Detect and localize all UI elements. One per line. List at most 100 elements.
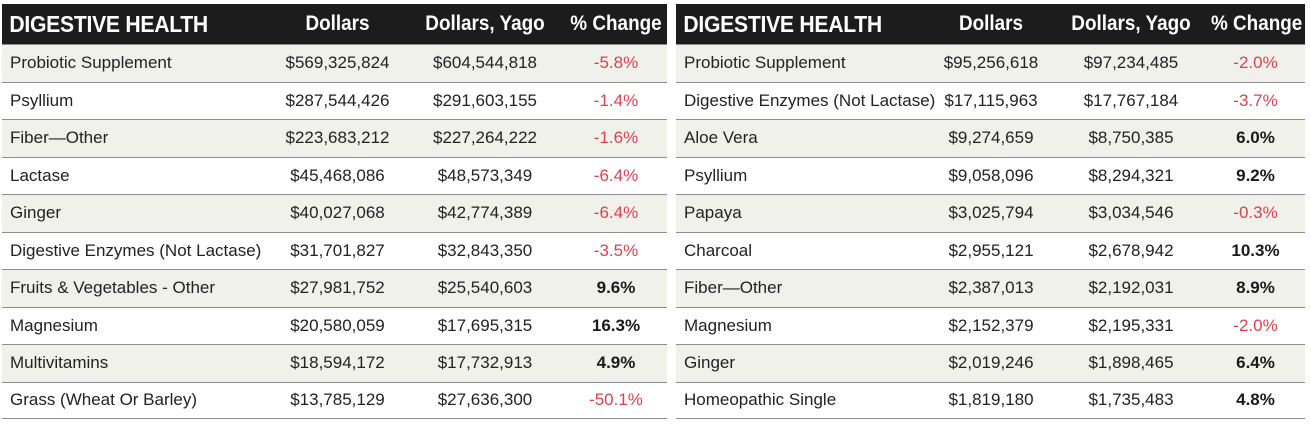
category-cell: Ginger bbox=[10, 203, 62, 223]
table-row: Magnesium $20,580,059 $17,695,315 16.3% bbox=[2, 306, 667, 344]
dollars-yago-cell: $97,234,485 bbox=[1083, 53, 1179, 73]
dollars-yago-cell: $2,192,031 bbox=[1088, 278, 1174, 298]
category-cell: Digestive Enzymes (Not Lactase) bbox=[684, 90, 936, 110]
dollars-yago-cell: $291,603,155 bbox=[433, 90, 537, 110]
dollars-cell: $27,981,752 bbox=[290, 278, 385, 298]
pct-change-cell: 9.2% bbox=[1236, 165, 1275, 185]
pct-change-cell: -5.8% bbox=[593, 53, 639, 73]
dollars-yago-cell: $1,898,465 bbox=[1088, 353, 1174, 373]
dollars-cell: $287,544,426 bbox=[285, 90, 390, 110]
dollars-cell: $569,325,824 bbox=[285, 53, 390, 73]
table-body: Probiotic Supplement $95,256,618 $97,234,4… bbox=[676, 44, 1305, 419]
dollars-cell: $13,785,129 bbox=[290, 390, 385, 410]
pct-change-cell: 16.3% bbox=[591, 315, 641, 335]
table-row: Psyllium $9,058,096 $8,294,321 9.2% bbox=[676, 156, 1305, 194]
dollars-yago-cell: $1,735,483 bbox=[1088, 390, 1174, 410]
dollars-yago-cell: $8,750,385 bbox=[1088, 128, 1174, 148]
pct-change-cell: 6.4% bbox=[1236, 353, 1275, 373]
pct-change-cell: 10.3% bbox=[1231, 240, 1280, 260]
pct-change-cell: 4.9% bbox=[596, 353, 636, 373]
dollars-cell: $20,580,059 bbox=[290, 315, 385, 335]
category-cell: Grass (Wheat Or Barley) bbox=[10, 390, 198, 410]
dollars-yago-cell: $3,034,546 bbox=[1088, 203, 1174, 223]
dollars-yago-cell: $2,678,942 bbox=[1088, 240, 1174, 260]
dollars-yago-cell: $227,264,222 bbox=[433, 128, 537, 148]
dollars-cell: $2,019,246 bbox=[948, 353, 1034, 373]
category-cell: Magnesium bbox=[684, 315, 772, 335]
table-row: Papaya $3,025,794 $3,034,546 -0.3% bbox=[676, 194, 1305, 232]
table-row: Lactase $45,468,086 $48,573,349 -6.4% bbox=[2, 156, 667, 194]
dollars-cell: $2,387,013 bbox=[948, 278, 1034, 298]
dollars-cell: $31,701,827 bbox=[290, 240, 385, 260]
table-header: DIGESTIVE HEALTH Dollars Dollars, Yago % Ch… bbox=[676, 4, 1305, 44]
category-cell: Charcoal bbox=[684, 240, 753, 260]
dollars-cell: $95,256,618 bbox=[943, 53, 1039, 73]
table-row: Fruits & Vegetables - Other $27,981,752 $2… bbox=[2, 269, 667, 307]
dollars-yago-cell: $17,767,184 bbox=[1083, 90, 1179, 110]
pct-change-cell: 6.0% bbox=[1236, 128, 1275, 148]
table-row: Ginger $2,019,246 $1,898,465 6.4% bbox=[676, 344, 1305, 382]
table-row: Fiber—Other $2,387,013 $2,192,031 8.9% bbox=[676, 269, 1305, 307]
category-cell: Multivitamins bbox=[10, 353, 109, 373]
dollars-yago-cell: $8,294,321 bbox=[1088, 165, 1174, 185]
table-row: Probiotic Supplement $569,325,824 $604,544… bbox=[2, 44, 667, 82]
table-row: Charcoal $2,955,121 $2,678,942 10.3% bbox=[676, 231, 1305, 269]
digestive-health-table-left: DIGESTIVE HEALTH Dollars Dollars, Yago % Ch… bbox=[2, 4, 667, 419]
pct-change-header: % Change bbox=[570, 12, 662, 35]
dollars-yago-cell: $42,774,389 bbox=[437, 203, 533, 223]
table-row: Digestive Enzymes (Not Lactase) $17,115,9… bbox=[676, 81, 1305, 119]
pct-change-header: % Change bbox=[1210, 12, 1303, 35]
pct-change-cell: 4.8% bbox=[1236, 390, 1275, 410]
dollars-yago-header: Dollars, Yago bbox=[425, 12, 545, 35]
dollars-yago-cell: $2,195,331 bbox=[1088, 315, 1174, 335]
dollars-yago-cell: $604,544,818 bbox=[433, 53, 537, 73]
dollars-cell: $18,594,172 bbox=[290, 353, 385, 373]
table-row: Grass (Wheat Or Barley) $13,785,129 $27,63… bbox=[2, 381, 667, 419]
category-cell: Fiber—Other bbox=[10, 128, 109, 148]
pct-change-cell: -1.6% bbox=[593, 128, 639, 148]
dollars-cell: $9,058,096 bbox=[948, 165, 1034, 185]
dollars-cell: $2,955,121 bbox=[948, 240, 1034, 260]
category-cell: Digestive Enzymes (Not Lactase) bbox=[10, 240, 262, 260]
category-header: DIGESTIVE HEALTH bbox=[9, 10, 208, 37]
dollars-cell: $2,152,379 bbox=[948, 315, 1034, 335]
category-cell: Probiotic Supplement bbox=[684, 53, 846, 73]
dollars-cell: $40,027,068 bbox=[290, 203, 385, 223]
pct-change-cell: -1.4% bbox=[593, 90, 639, 110]
category-cell: Fiber—Other bbox=[684, 278, 783, 298]
table-row: Ginger $40,027,068 $42,774,389 -6.4% bbox=[2, 194, 667, 232]
category-cell: Lactase bbox=[10, 165, 70, 185]
dollars-header: Dollars bbox=[305, 12, 370, 35]
dollars-cell: $17,115,963 bbox=[944, 90, 1038, 110]
dollars-yago-cell: $17,732,913 bbox=[437, 353, 533, 373]
dollars-cell: $3,025,794 bbox=[948, 203, 1034, 223]
pct-change-cell: -2.0% bbox=[1233, 53, 1278, 73]
dollars-yago-cell: $48,573,349 bbox=[437, 165, 533, 185]
category-cell: Magnesium bbox=[10, 315, 98, 335]
dollars-yago-header: Dollars, Yago bbox=[1071, 12, 1191, 35]
category-cell: Aloe Vera bbox=[684, 128, 758, 148]
pct-change-cell: -0.3% bbox=[1233, 203, 1278, 223]
table-row: Digestive Enzymes (Not Lactase) $31,701,8… bbox=[2, 231, 667, 269]
pct-change-cell: -50.1% bbox=[589, 390, 643, 410]
pct-change-cell: -6.4% bbox=[593, 165, 639, 185]
dollars-yago-cell: $17,695,315 bbox=[437, 315, 533, 335]
dollars-cell: $1,819,180 bbox=[948, 390, 1034, 410]
digestive-health-table-right: DIGESTIVE HEALTH Dollars Dollars, Yago % Ch… bbox=[676, 4, 1305, 419]
table-row: Multivitamins $18,594,172 $17,732,913 4.9% bbox=[2, 344, 667, 382]
category-cell: Psyllium bbox=[10, 90, 74, 110]
dollars-yago-cell: $32,843,350 bbox=[437, 240, 533, 260]
category-header: DIGESTIVE HEALTH bbox=[683, 10, 882, 37]
dollars-yago-cell: $25,540,603 bbox=[437, 278, 533, 298]
dollars-cell: $9,274,659 bbox=[948, 128, 1034, 148]
dollars-header: Dollars bbox=[958, 12, 1024, 35]
category-cell: Fruits & Vegetables - Other bbox=[10, 278, 216, 298]
pct-change-cell: -3.5% bbox=[593, 240, 639, 260]
table-row: Fiber—Other $223,683,212 $227,264,222 -1.6% bbox=[2, 119, 667, 157]
category-cell: Psyllium bbox=[684, 165, 748, 185]
table-row: Psyllium $287,544,426 $291,603,155 -1.4% bbox=[2, 81, 667, 119]
category-cell: Probiotic Supplement bbox=[10, 53, 172, 73]
pct-change-cell: 9.6% bbox=[596, 278, 636, 298]
dollars-cell: $45,468,086 bbox=[290, 165, 385, 185]
table-row: Probiotic Supplement $95,256,618 $97,234,4… bbox=[676, 44, 1305, 82]
